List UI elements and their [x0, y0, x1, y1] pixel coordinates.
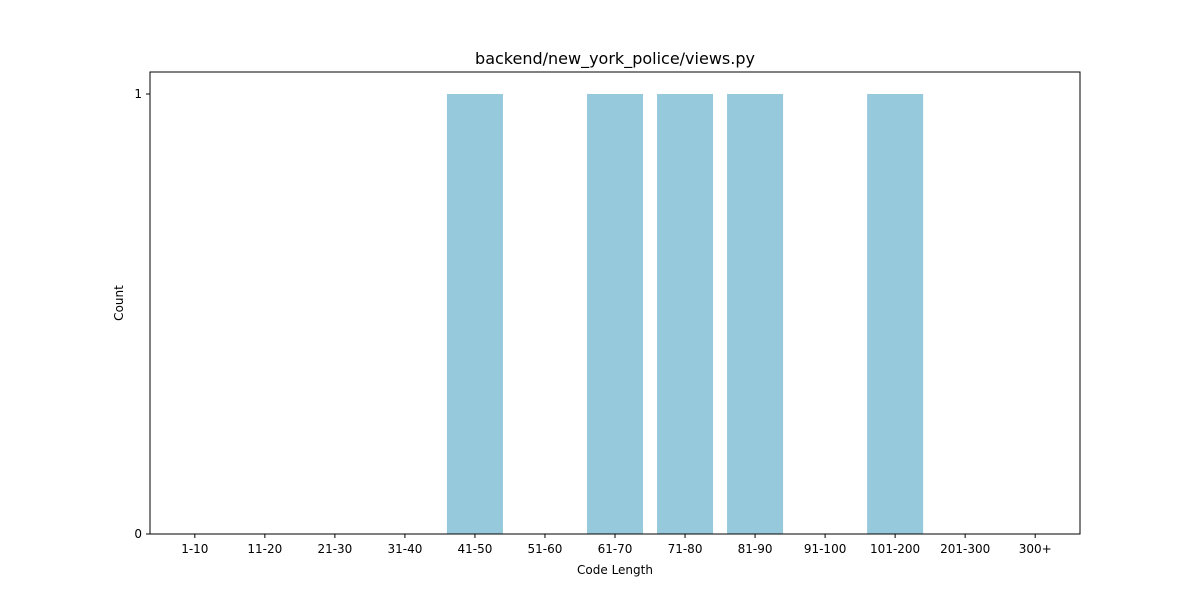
x-tick-label: 1-10	[181, 542, 208, 556]
bar-81-90	[727, 94, 784, 534]
y-axis-title: Count	[112, 285, 126, 321]
bar-61-70	[586, 94, 644, 534]
x-tick-label: 201-300	[940, 542, 990, 556]
y-tick-label: 0	[134, 527, 142, 541]
y-axis: 01	[134, 87, 150, 541]
x-tick-label: 300+	[1019, 542, 1052, 556]
x-tick-label: 101-200	[870, 542, 920, 556]
x-axis-title: Code Length	[577, 563, 653, 577]
x-tick-label: 41-50	[458, 542, 493, 556]
x-tick-label: 11-20	[247, 542, 282, 556]
bar-41-50	[446, 94, 503, 534]
bar-101-200	[867, 94, 924, 534]
x-tick-label: 21-30	[317, 542, 352, 556]
x-tick-label: 61-70	[598, 542, 633, 556]
x-tick-label: 81-90	[738, 542, 773, 556]
x-tick-label: 91-100	[804, 542, 847, 556]
x-tick-label: 31-40	[387, 542, 422, 556]
chart-title: backend/new_york_police/views.py	[475, 49, 755, 69]
x-axis: 1-10 11-20 21-30 31-40 41-50 51-60 61-70 71-80 8…	[181, 534, 1052, 556]
x-tick-label: 71-80	[668, 542, 703, 556]
bars	[446, 94, 924, 534]
y-tick-label: 1	[134, 87, 142, 101]
bar-71-80	[657, 94, 714, 534]
x-tick-label: 51-60	[528, 542, 563, 556]
